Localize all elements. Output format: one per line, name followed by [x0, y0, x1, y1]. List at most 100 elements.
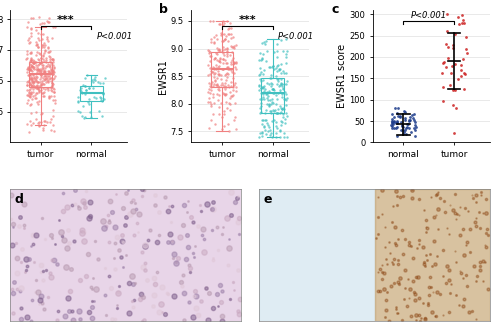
- Point: [220, 31, 228, 36]
- Point: [209, 69, 217, 74]
- Point: [88, 78, 96, 83]
- Point: [23, 121, 31, 126]
- Point: [282, 110, 290, 115]
- Point: [215, 85, 223, 90]
- Point: [255, 134, 263, 139]
- Point: [273, 68, 281, 73]
- Point: [226, 67, 234, 72]
- Point: [28, 121, 36, 126]
- Point: [34, 35, 42, 40]
- Point: [258, 56, 266, 61]
- Point: [220, 18, 228, 24]
- Point: [224, 75, 232, 80]
- Point: [210, 66, 218, 72]
- Point: [230, 60, 238, 65]
- Point: [261, 111, 269, 116]
- Point: [38, 52, 46, 58]
- Point: [206, 54, 214, 59]
- Point: [39, 42, 47, 47]
- Point: [210, 82, 218, 87]
- Point: [101, 75, 109, 80]
- Point: [36, 68, 44, 73]
- Point: [222, 60, 230, 66]
- Point: [260, 88, 268, 93]
- Point: [29, 60, 37, 65]
- Point: [38, 55, 46, 60]
- Point: [264, 122, 272, 127]
- Point: [210, 111, 218, 116]
- Point: [36, 85, 44, 90]
- Point: [214, 83, 222, 89]
- Point: [41, 42, 49, 48]
- Point: [208, 101, 216, 107]
- Point: [215, 47, 223, 52]
- Point: [273, 76, 281, 81]
- Point: [232, 126, 240, 132]
- Point: [282, 70, 290, 75]
- Point: [27, 82, 35, 87]
- Point: [273, 96, 281, 102]
- Point: [30, 80, 38, 85]
- Point: [256, 104, 264, 109]
- Point: [394, 125, 402, 130]
- Point: [232, 43, 240, 48]
- Point: [34, 85, 42, 91]
- Point: [226, 108, 234, 113]
- Point: [33, 41, 41, 47]
- Point: [218, 66, 226, 72]
- Point: [48, 66, 56, 71]
- Point: [90, 77, 98, 82]
- Point: [50, 93, 58, 98]
- Point: [34, 67, 42, 72]
- Point: [42, 66, 50, 71]
- Point: [272, 119, 280, 125]
- Point: [49, 70, 57, 75]
- Point: [34, 44, 42, 50]
- Point: [410, 111, 418, 116]
- Point: [74, 99, 82, 104]
- Point: [205, 80, 213, 85]
- Point: [276, 104, 284, 109]
- Point: [208, 79, 216, 85]
- Point: [255, 87, 263, 92]
- Point: [206, 66, 214, 71]
- Point: [213, 36, 221, 42]
- Point: [394, 111, 402, 116]
- Point: [412, 133, 420, 138]
- Point: [232, 88, 240, 93]
- Point: [34, 121, 42, 126]
- Point: [266, 108, 274, 113]
- Point: [26, 72, 34, 77]
- Point: [266, 103, 274, 108]
- Point: [43, 64, 51, 69]
- Point: [227, 61, 235, 67]
- Point: [231, 114, 239, 120]
- Point: [33, 70, 41, 75]
- Point: [40, 73, 48, 78]
- Point: [37, 61, 45, 66]
- Point: [226, 26, 234, 31]
- Point: [219, 61, 227, 66]
- Point: [216, 93, 224, 98]
- Point: [206, 81, 214, 86]
- Point: [280, 131, 288, 136]
- Point: [220, 57, 228, 62]
- Point: [40, 58, 48, 63]
- Point: [276, 110, 283, 115]
- Point: [44, 69, 52, 74]
- Point: [260, 51, 268, 56]
- Point: [36, 71, 44, 76]
- Point: [36, 71, 44, 76]
- Point: [219, 56, 227, 61]
- Point: [44, 73, 52, 78]
- Point: [266, 97, 274, 103]
- Point: [42, 75, 50, 80]
- Point: [24, 82, 32, 88]
- Point: [224, 65, 232, 70]
- Point: [80, 115, 88, 120]
- Point: [39, 62, 47, 68]
- Point: [32, 43, 40, 48]
- Point: [230, 117, 238, 122]
- Point: [32, 85, 40, 90]
- Point: [206, 99, 214, 105]
